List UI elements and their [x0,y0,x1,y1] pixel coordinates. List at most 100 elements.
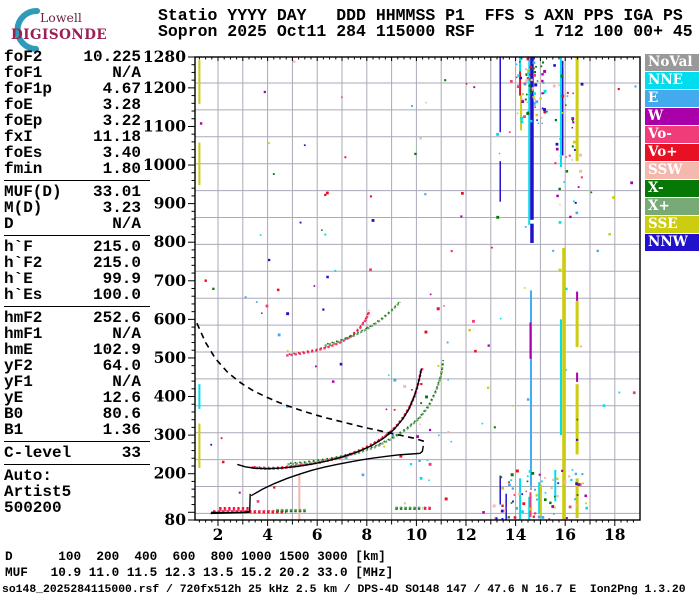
param-label: M(D) [4,199,43,217]
legend-item-ssw: SSW [645,162,699,179]
param-value: N/A [112,64,141,82]
param-row: hmF1 N/A [4,326,141,342]
echo-direction-legend: NoVal NNE E W Vo- Vo+ SSW X- X+ SSE NNW [645,54,700,252]
param-label: B0 [4,405,24,423]
legend-item-w: W [645,108,699,125]
y-tick-label: 300 [154,425,187,444]
fitted-trace-e [211,510,250,514]
transmission-curve [196,322,426,443]
param-value: 1.36 [102,421,141,439]
param-label: foF2 [4,48,43,66]
param-row: foF2 10.225 [4,49,141,65]
param-label: hmF1 [4,325,43,343]
param-label: foF1 [4,64,43,82]
param-value: 102.9 [92,341,141,359]
x-tick-label: 4 [262,525,273,544]
axes [188,56,641,526]
param-label: foEs [4,144,43,162]
param-row: foF1p 4.67 [4,81,141,97]
param-label: D [4,215,14,233]
param-row: fxI 11.18 [4,129,141,145]
param-value: 64.0 [102,357,141,375]
d-row: D 100 200 400 600 800 1000 1500 3000 [km… [5,549,386,564]
param-row: Auto: [4,468,141,484]
param-value: 3.22 [102,112,141,130]
param-label: yF2 [4,357,33,375]
param-row: 500200 [4,500,141,516]
digisonde-logo: Lowell DIGISONDE [4,2,134,52]
param-row: M(D) 3.23 [4,200,141,216]
grid [195,57,640,520]
legend-item-sse: SSE [645,216,699,233]
trace-second-hop-x-mode [324,301,402,347]
param-label: h`E [4,270,33,288]
logo-digisonde-text: DIGISONDE [11,27,108,43]
parameter-panel: foF2 10.225 foF1 N/A foF1p 4.67 foE 3.28 foEp 3.2… [4,49,154,516]
station-header: Statio YYYY DAY DDD HHMMSS P1 FFS S AXN … [158,7,693,41]
param-value: N/A [112,325,141,343]
y-tick-label: 900 [154,194,187,213]
param-value: 80.6 [102,405,141,423]
param-value: 33 [121,444,141,462]
logo-arc-icon [14,7,40,52]
param-value: 3.23 [102,199,141,217]
header-field-values: Sopron 2025 Oct11 284 115000 RSF 1 712 1… [158,21,693,41]
param-label: fmin [4,160,43,178]
param-row: h`Es 100.0 [4,287,141,303]
y-tick-label: 200 [154,464,187,483]
param-row: yE 12.6 [4,390,141,406]
profile-f [250,445,424,497]
param-label: Artist5 [4,483,72,501]
param-label: MUF(D) [4,183,62,201]
y-tick-label: 1000 [143,155,186,174]
logo-lowell-text: Lowell [40,10,82,25]
param-label: 500200 [4,499,62,517]
param-label: foF1p [4,80,53,98]
muf-row: MUF 10.9 11.0 11.5 12.3 13.5 15.2 20.2 3… [5,565,394,580]
param-row: Artist5 [4,484,141,500]
param-label: Auto: [4,467,53,485]
y-tick-label: 600 [154,309,187,328]
param-value: 215.0 [92,238,141,256]
param-label: fxI [4,128,33,146]
param-label: hmF2 [4,309,43,327]
param-row: B0 80.6 [4,406,141,422]
legend-item-x: X- [645,180,699,197]
y-tick-label: 800 [154,232,187,251]
y-tick-label: 400 [154,387,187,406]
noise-speckles [199,57,637,520]
x-tick-label: 18 [604,525,626,544]
axis-tick-labels: 1280120011001000900800700600500400300200… [143,47,626,544]
param-row: MUF(D) 33.01 [4,184,141,200]
param-label: yF1 [4,373,33,391]
param-value: 3.40 [102,144,141,162]
x-tick-label: 12 [455,525,477,544]
rfi-stripes [198,57,579,521]
param-row: hmF2 252.6 [4,310,141,326]
legend-item-x: X+ [645,198,699,215]
param-row: h`F 215.0 [4,239,141,255]
x-tick-label: 6 [312,525,323,544]
trace-second-hop-o-mode [286,311,371,357]
param-row: foE 3.28 [4,97,141,113]
y-tick-label: 700 [154,271,187,290]
param-row: foEs 3.40 [4,145,141,161]
param-row: h`F2 215.0 [4,255,141,271]
param-value: 1.80 [102,160,141,178]
param-row: D N/A [4,216,141,232]
param-value: 4.67 [102,80,141,98]
status-line: so148_2025284115000.rsf / 720fx512h 25 k… [2,584,686,596]
y-tick-label: 80 [164,510,186,529]
param-value: 3.28 [102,96,141,114]
param-row: foF1 N/A [4,65,141,81]
legend-item-nne: NNE [645,72,699,89]
param-label: hmE [4,341,33,359]
panel-divider [4,180,150,181]
param-value: 99.9 [102,270,141,288]
legend-item-e: E [645,90,699,107]
param-value: 12.6 [102,389,141,407]
es-layer-traces [213,506,432,514]
param-row: fmin 1.80 [4,161,141,177]
y-tick-label: 1280 [143,47,186,66]
